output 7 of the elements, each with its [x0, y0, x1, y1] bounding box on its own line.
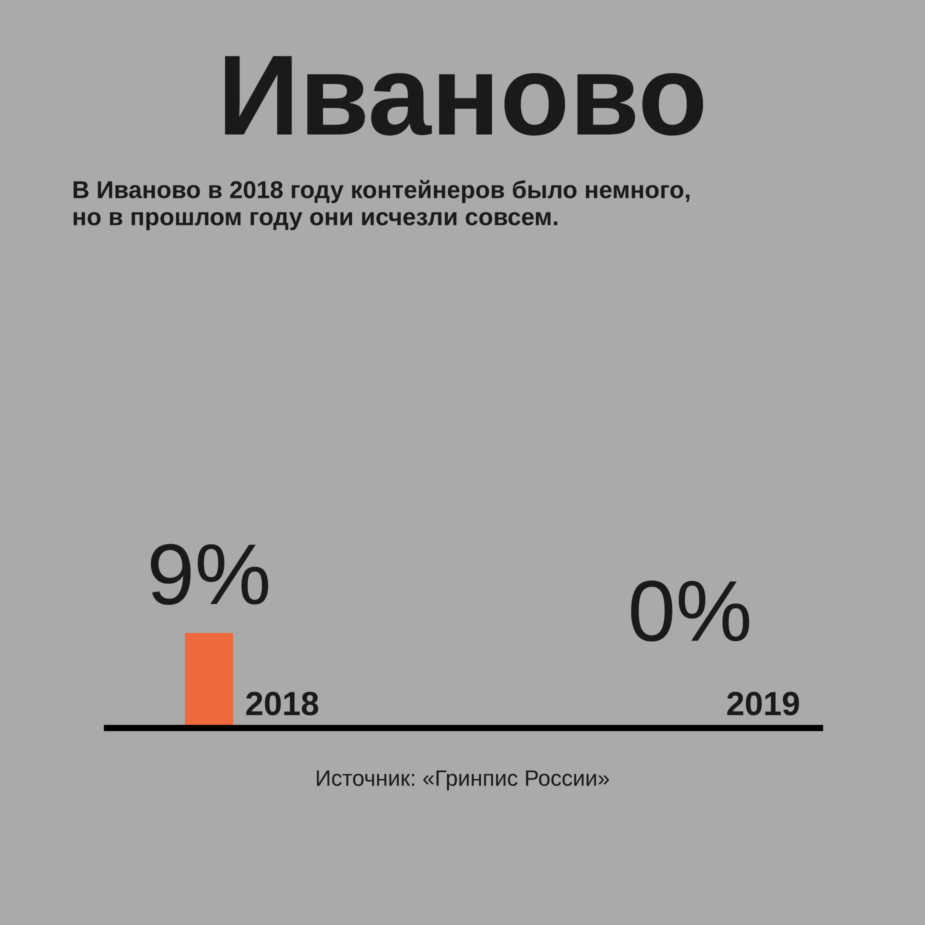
- chart-subtitle: В Иваново в 2018 году контейнеров было немного, но в прошлом году они исчезли совсем.: [74, 180, 690, 230]
- data-label: 9%: [150, 544, 268, 605]
- x-tick-label: 2018: [246, 692, 318, 716]
- data-label: 0%: [631, 580, 750, 642]
- x-tick-label: 2019: [727, 692, 799, 716]
- chart-title: Иваново: [225, 56, 704, 136]
- text: Источник: «Гринпис России»: [316, 770, 609, 790]
